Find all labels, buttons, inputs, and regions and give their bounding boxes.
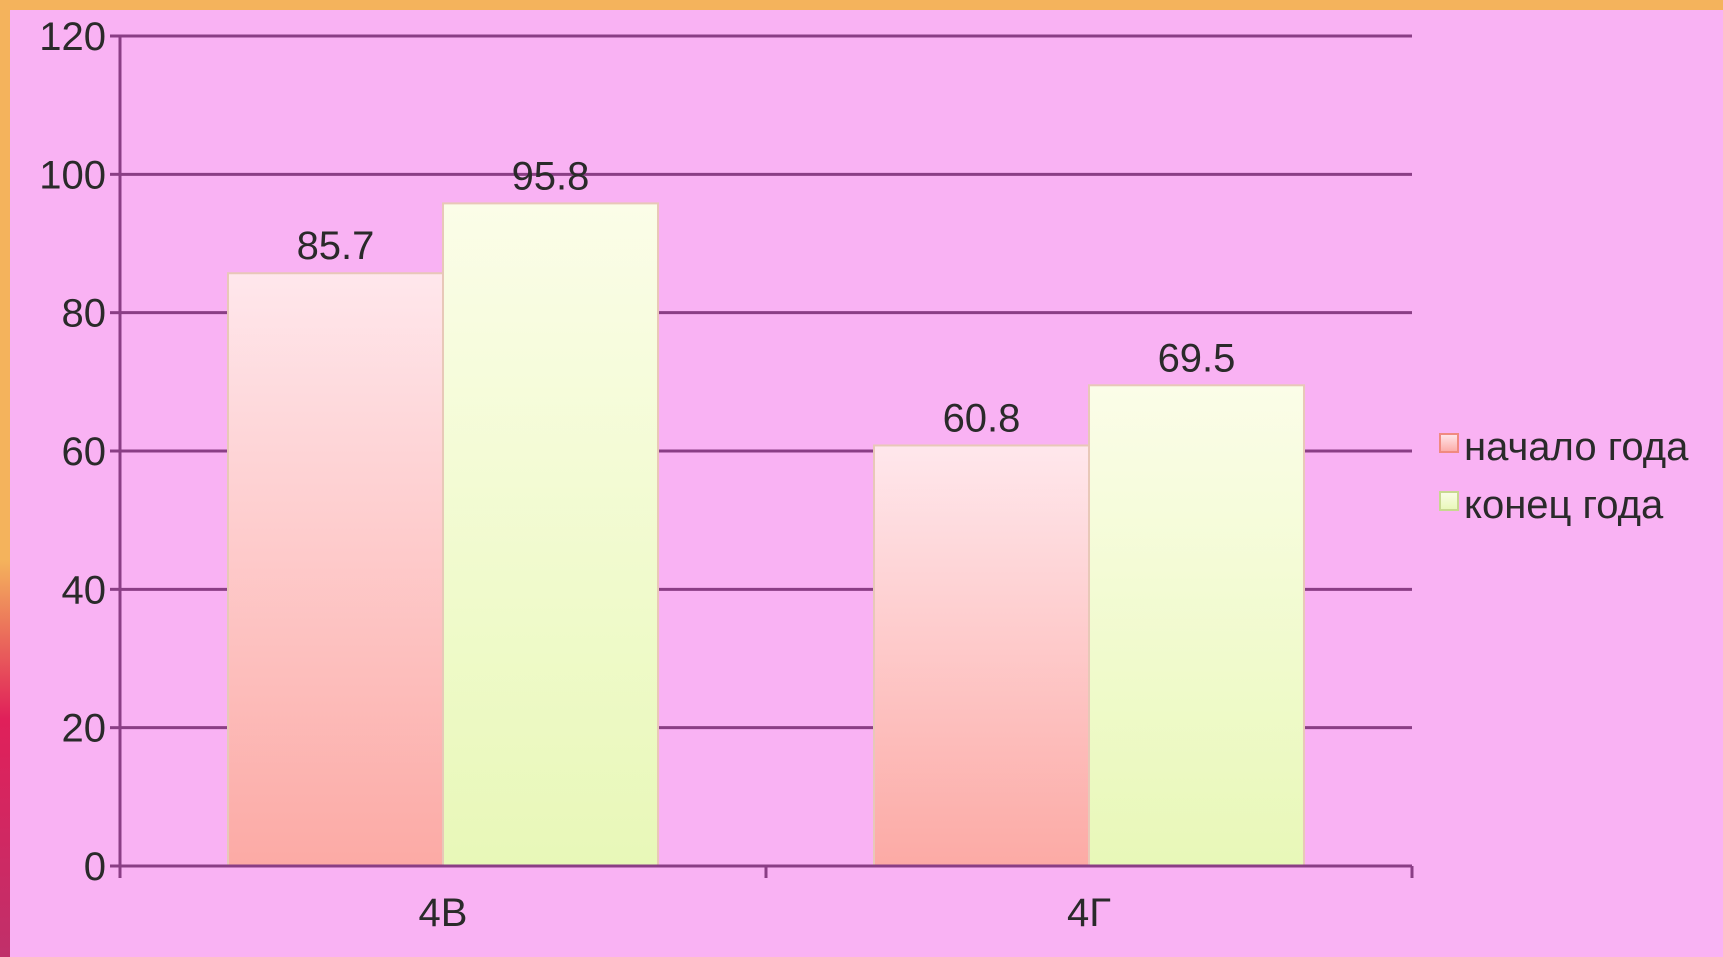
bar[interactable] <box>1088 384 1305 867</box>
data-label: 95.8 <box>512 154 590 198</box>
x-category-label: 4В <box>419 891 468 935</box>
data-label: 69.5 <box>1158 336 1236 380</box>
legend-label: начало года <box>1464 425 1689 469</box>
y-tick-label: 60 <box>62 430 107 474</box>
y-tick-label: 40 <box>62 568 107 612</box>
y-tick-label: 20 <box>62 707 107 751</box>
data-label: 60.8 <box>943 396 1021 440</box>
legend-swatch <box>1439 433 1459 453</box>
bar[interactable] <box>227 272 444 868</box>
legend-swatch <box>1439 491 1459 511</box>
y-tick-label: 100 <box>39 153 106 197</box>
labels: 0 20 40 60 80 100 120 85.7 95.8 4В 60.8 69.5 4Г <box>39 15 1235 935</box>
legend-label: конец года <box>1464 483 1664 527</box>
y-tick-label: 120 <box>39 15 106 59</box>
bar[interactable] <box>873 444 1090 867</box>
axes <box>110 34 1414 878</box>
bar[interactable] <box>442 202 659 867</box>
legend: начало года конец года <box>1439 425 1689 527</box>
x-category-label: 4Г <box>1067 891 1111 935</box>
bars <box>227 202 1305 868</box>
y-tick-label: 80 <box>62 292 107 336</box>
y-tick-label: 0 <box>84 845 106 889</box>
data-label: 85.7 <box>297 224 375 268</box>
slide-edge-accent <box>0 560 10 957</box>
